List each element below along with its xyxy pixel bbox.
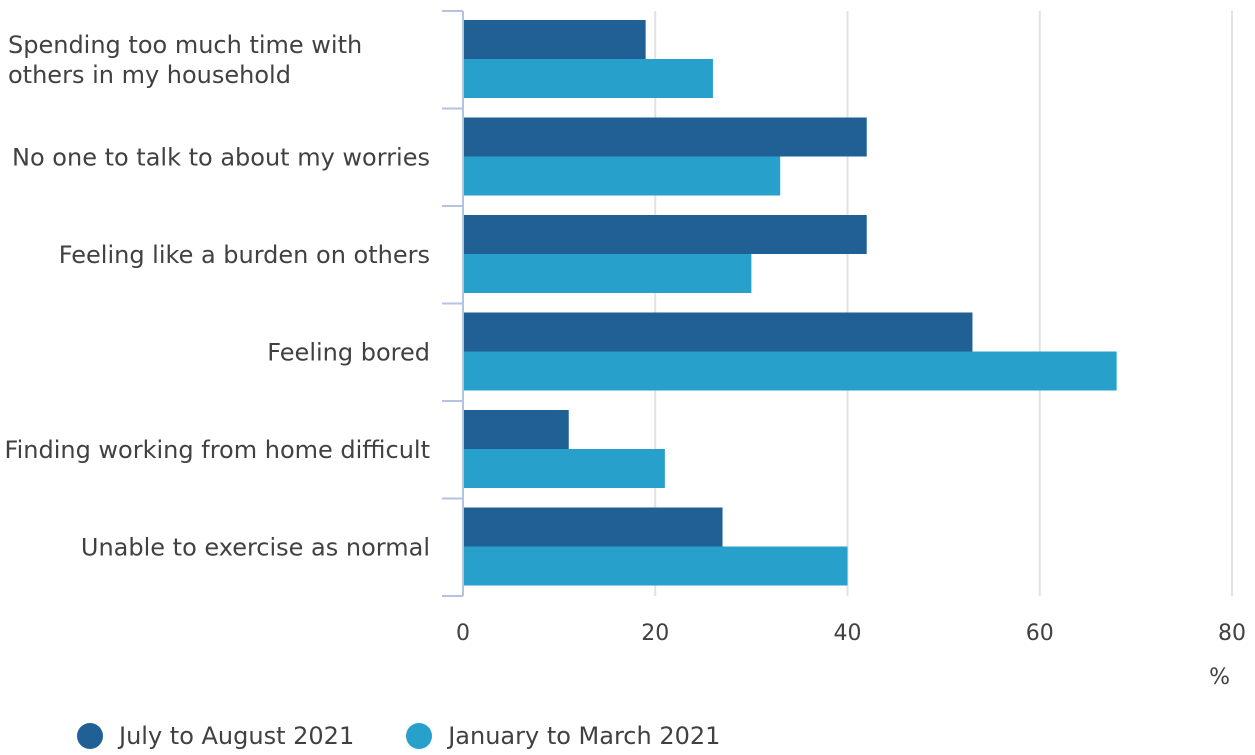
bar-jul-aug-2021-1[interactable] <box>463 117 867 157</box>
legend-item-january-march[interactable]: January to March 2021 <box>406 722 720 750</box>
bar-jan-mar-2021-3[interactable] <box>463 351 1117 391</box>
bar-jul-aug-2021-5[interactable] <box>463 507 723 547</box>
bar-jan-mar-2021-1[interactable] <box>463 156 781 196</box>
x-tick-label: 40 <box>834 621 862 646</box>
category-label: others in my household <box>8 61 291 89</box>
category-label: Feeling like a burden on others <box>59 241 430 269</box>
x-unit-label: % <box>1209 665 1230 690</box>
x-tick-label: 0 <box>456 621 470 646</box>
bar-jul-aug-2021-2[interactable] <box>463 215 867 254</box>
bars <box>463 20 1117 586</box>
x-tick-label: 60 <box>1026 621 1054 646</box>
bar-jul-aug-2021-3[interactable] <box>463 312 973 352</box>
gridlines <box>654 11 1233 596</box>
legend-label: January to March 2021 <box>448 722 721 750</box>
legend: July to August 2021 January to March 202… <box>77 722 772 750</box>
bar-jan-mar-2021-2[interactable] <box>463 254 752 293</box>
legend-item-july-august[interactable]: July to August 2021 <box>77 722 354 750</box>
category-label: Unable to exercise as normal <box>81 533 430 561</box>
bar-jan-mar-2021-5[interactable] <box>463 546 848 586</box>
category-label: Feeling bored <box>267 338 430 366</box>
x-tick-label: 20 <box>641 621 669 646</box>
y-axis <box>442 10 464 597</box>
legend-swatch-icon <box>77 723 103 749</box>
category-label: Spending too much time with <box>8 31 362 59</box>
category-label: Finding working from home difficult <box>5 436 430 464</box>
legend-swatch-icon <box>406 723 433 749</box>
x-tick-label: 80 <box>1218 621 1246 646</box>
bar-jan-mar-2021-0[interactable] <box>463 59 713 98</box>
bar-jul-aug-2021-4[interactable] <box>463 410 569 449</box>
category-label: No one to talk to about my worries <box>12 143 430 171</box>
legend-label: July to August 2021 <box>119 722 355 750</box>
bar-jul-aug-2021-0[interactable] <box>463 20 646 59</box>
bar-jan-mar-2021-4[interactable] <box>463 449 665 488</box>
x-tick-labels: 0 20 40 60 80 <box>456 621 1246 646</box>
